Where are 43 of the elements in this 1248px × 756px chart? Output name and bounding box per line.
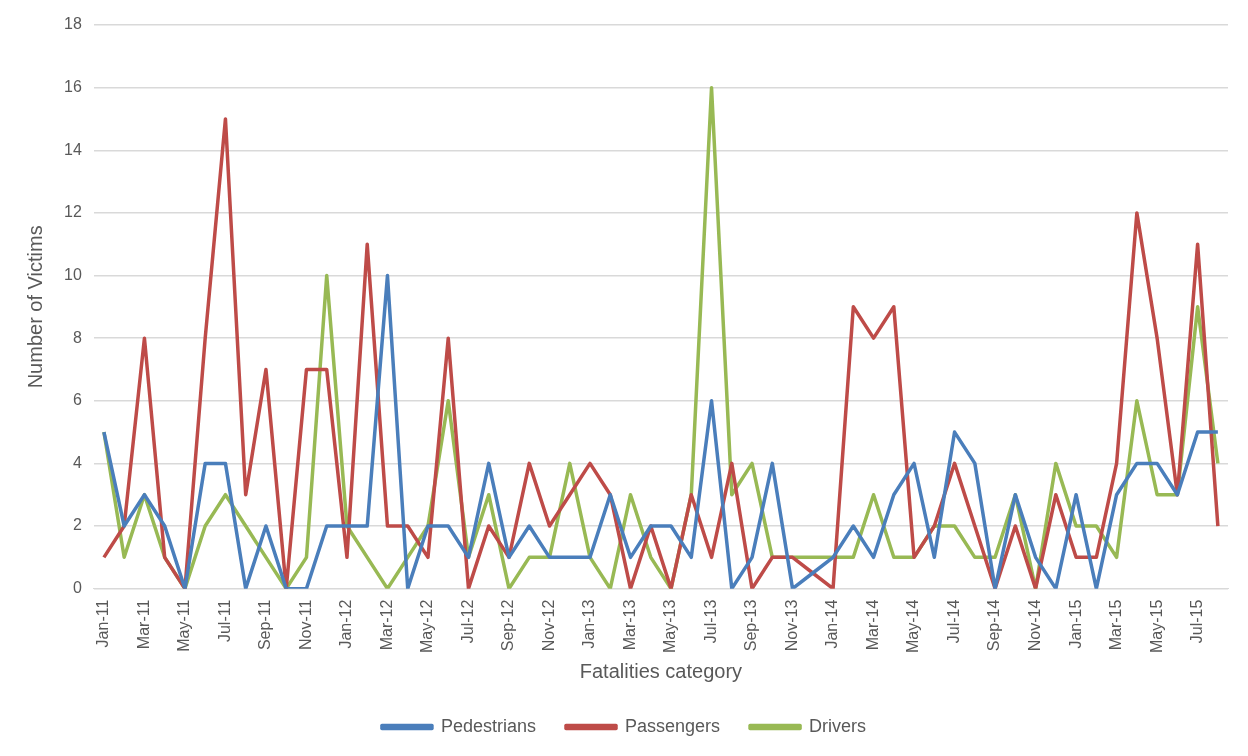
x-tick-label: Jul-11 (215, 599, 233, 643)
x-tick-label: Jan-14 (823, 599, 841, 649)
x-tick-label: Sep-13 (742, 599, 760, 652)
x-tick-label: Mar-11 (134, 599, 152, 650)
x-tick-label: Jul-14 (944, 599, 962, 644)
x-tick-label: Jan-15 (1066, 599, 1084, 649)
x-axis-title: Fatalities category (579, 659, 743, 682)
y-tick-label: 8 (72, 328, 82, 346)
x-tick-label: May-11 (175, 599, 193, 652)
legend-label: Passengers (625, 715, 721, 736)
x-tick-label: Mar-15 (1107, 599, 1125, 651)
x-tick-label: Jan-13 (580, 599, 598, 649)
y-tick-label: 14 (64, 140, 82, 158)
x-tick-label: May-12 (418, 599, 436, 654)
y-tick-label: 6 (72, 391, 82, 409)
x-tick-label: Sep-12 (499, 599, 517, 652)
x-tick-label: Jan-11 (94, 599, 112, 648)
y-tick-label: 4 (72, 453, 82, 471)
x-tick-label: Mar-13 (620, 599, 638, 651)
x-tick-label: Jan-12 (337, 599, 355, 649)
y-tick-label: 0 (72, 579, 82, 597)
x-tick-label: May-14 (904, 599, 922, 654)
x-tick-label: Jul-15 (1188, 599, 1206, 644)
x-tick-label: Nov-13 (782, 599, 800, 652)
x-tick-label: Mar-12 (377, 599, 395, 651)
y-axis-title: Number of Victims (23, 225, 46, 389)
x-tick-label: May-15 (1147, 599, 1165, 654)
y-tick-label: 2 (72, 516, 82, 534)
legend-label: Pedestrians (440, 715, 537, 736)
x-tick-label: Jul-12 (458, 599, 476, 644)
x-tick-label: Jul-13 (701, 599, 719, 644)
x-tick-label: Mar-14 (863, 599, 881, 651)
x-tick-label: Sep-14 (985, 599, 1003, 652)
x-tick-label: May-13 (661, 599, 679, 654)
legend-label: Drivers (809, 715, 867, 736)
x-tick-label: Nov-14 (1026, 599, 1043, 652)
y-tick-label: 16 (64, 78, 82, 96)
x-tick-label: Nov-11 (296, 599, 314, 651)
y-tick-label: 12 (64, 203, 82, 221)
x-tick-label: Nov-12 (539, 599, 557, 652)
y-tick-label: 18 (64, 15, 82, 33)
y-tick-label: 10 (64, 265, 82, 283)
x-tick-label: Sep-11 (256, 599, 274, 651)
